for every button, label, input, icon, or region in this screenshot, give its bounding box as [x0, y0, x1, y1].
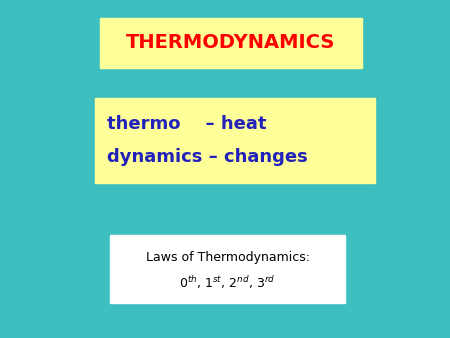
Text: $0^{th}$, $1^{st}$, $2^{nd}$, $3^{rd}$: $0^{th}$, $1^{st}$, $2^{nd}$, $3^{rd}$ [179, 274, 276, 291]
Text: dynamics – changes: dynamics – changes [107, 148, 308, 167]
FancyBboxPatch shape [110, 235, 345, 303]
FancyBboxPatch shape [100, 18, 362, 68]
Text: THERMODYNAMICS: THERMODYNAMICS [126, 33, 336, 52]
Text: Laws of Thermodynamics:: Laws of Thermodynamics: [145, 251, 310, 264]
Text: thermo    – heat: thermo – heat [107, 115, 266, 134]
FancyBboxPatch shape [95, 98, 375, 183]
